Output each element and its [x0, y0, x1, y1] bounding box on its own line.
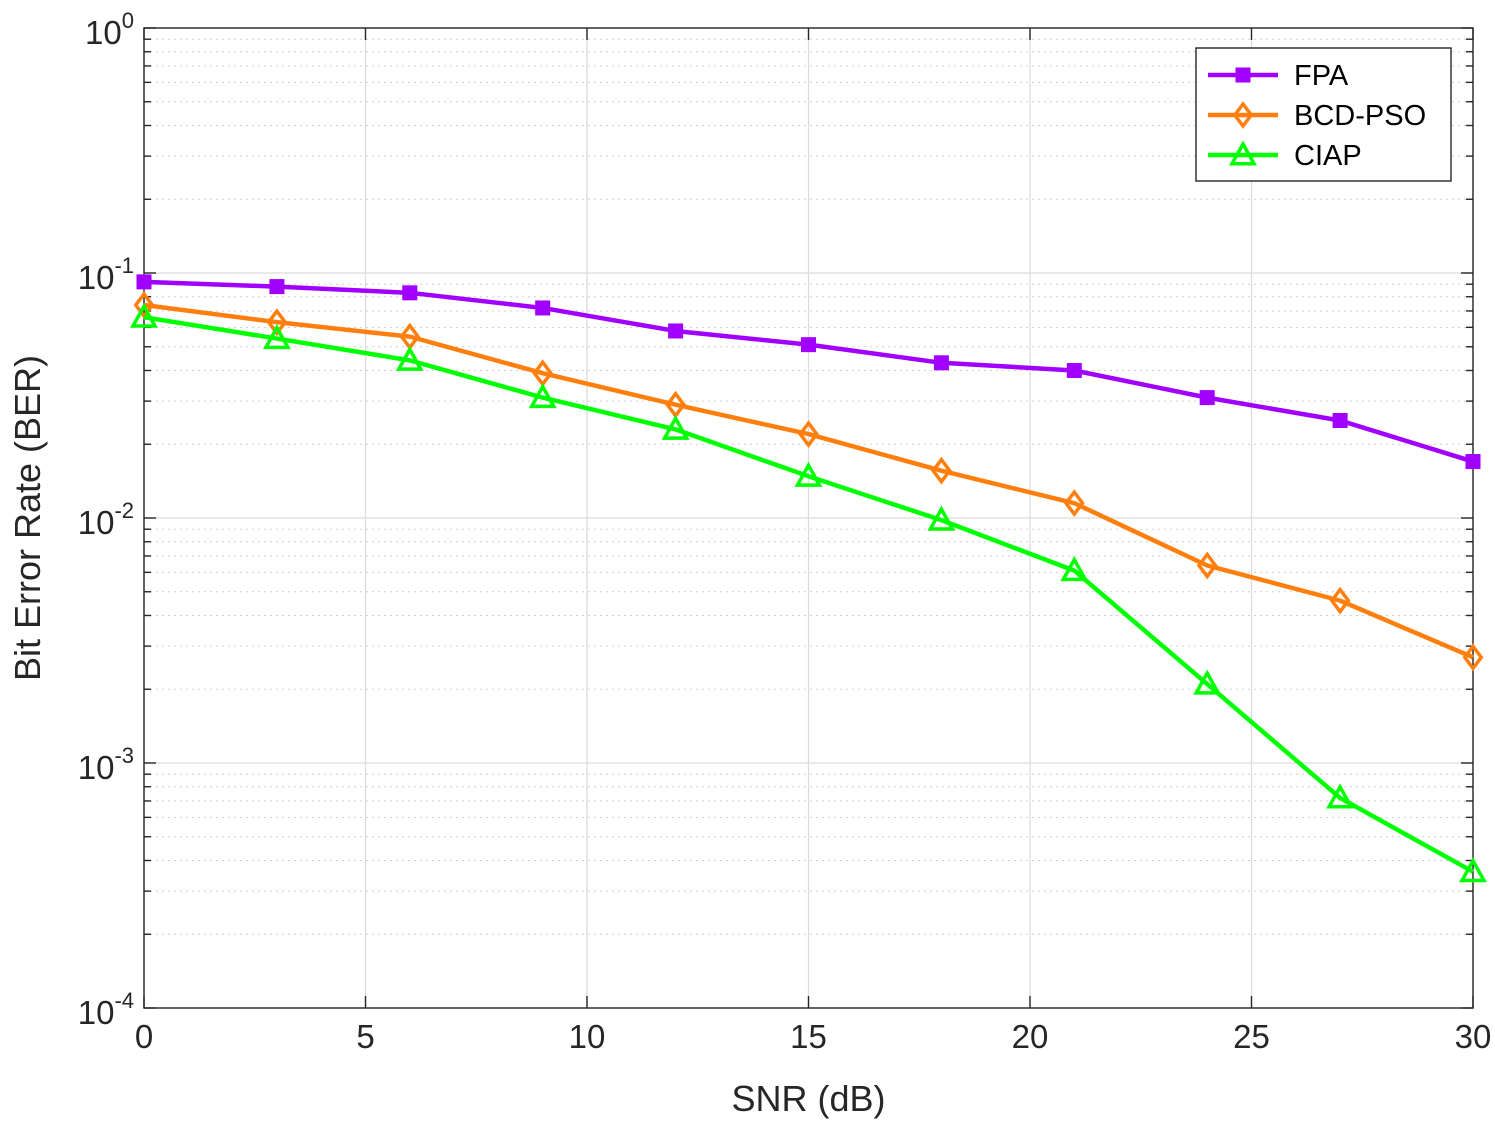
data-point-ciap: [794, 461, 823, 487]
series-fpa: [136, 274, 1481, 470]
data-point-bcd-pso: [798, 420, 819, 449]
data-point-fpa: [269, 279, 285, 295]
data-point-bcd-pso: [1063, 489, 1085, 518]
series-layer: [130, 274, 1487, 883]
series-line-ciap: [143, 314, 1475, 874]
y-axis-label: Bit Error Rate (BER): [7, 355, 48, 681]
y-tick-label: 10-3: [78, 743, 134, 786]
y-tick-label: 10-1: [78, 253, 134, 296]
x-tick-label: 10: [569, 1018, 606, 1055]
legend-label-bcd-pso: BCD-PSO: [1294, 100, 1426, 132]
x-tick-label: 5: [356, 1018, 374, 1055]
legend-marker-fpa: [1235, 67, 1251, 83]
data-point-ciap: [262, 323, 291, 350]
series-line-bcd-pso: [143, 302, 1474, 660]
data-point-bcd-pso: [930, 456, 952, 485]
data-point-ciap: [130, 302, 158, 328]
legend-marker-bcd-pso: [1232, 101, 1254, 129]
data-point-fpa: [1066, 362, 1082, 378]
x-tick-label: 30: [1455, 1018, 1492, 1055]
data-point-fpa: [801, 337, 816, 353]
data-point-ciap: [395, 345, 424, 371]
data-point-fpa: [1332, 413, 1348, 429]
x-tick-label: 0: [135, 1018, 153, 1055]
series-ciap: [130, 302, 1487, 883]
data-point-ciap: [927, 505, 956, 531]
data-point-fpa: [535, 300, 551, 316]
y-tick-label: 10-4: [78, 988, 134, 1031]
data-point-ciap: [661, 414, 690, 440]
data-point-fpa: [933, 355, 949, 371]
data-point-fpa: [1199, 390, 1215, 406]
legend-label-ciap: CIAP: [1294, 140, 1362, 172]
y-tick-label: 100: [85, 8, 134, 51]
legend: FPA BCD-PSO CIAP: [1195, 47, 1452, 182]
data-point-bcd-pso: [1196, 551, 1218, 580]
y-tick-labels: 100 10-1 10-2 10-3 10-4: [78, 8, 134, 1031]
data-point-ciap: [1060, 555, 1089, 582]
x-tick-labels: 0 5 10 15 20 25 30: [135, 1018, 1492, 1055]
data-point-bcd-pso: [1462, 643, 1484, 672]
y-tick-label: 10-2: [78, 498, 134, 541]
data-point-fpa: [136, 274, 152, 290]
data-point-bcd-pso: [1329, 586, 1351, 615]
x-tick-label: 20: [1012, 1018, 1049, 1055]
data-point-bcd-pso: [133, 291, 155, 319]
data-point-fpa: [402, 285, 418, 301]
data-point-fpa: [1465, 454, 1481, 470]
legend-label-fpa: FPA: [1294, 60, 1349, 92]
data-point-ciap: [1193, 669, 1222, 695]
data-point-ciap: [1326, 783, 1355, 809]
data-point-ciap: [528, 383, 557, 409]
x-axis-label: SNR (dB): [731, 1078, 885, 1119]
data-point-bcd-pso: [266, 308, 288, 337]
data-point-ciap: [1459, 857, 1487, 883]
x-tick-label: 25: [1233, 1018, 1270, 1055]
x-tick-label: 15: [790, 1018, 827, 1055]
legend-marker-ciap: [1229, 140, 1257, 166]
data-point-fpa: [668, 323, 684, 339]
